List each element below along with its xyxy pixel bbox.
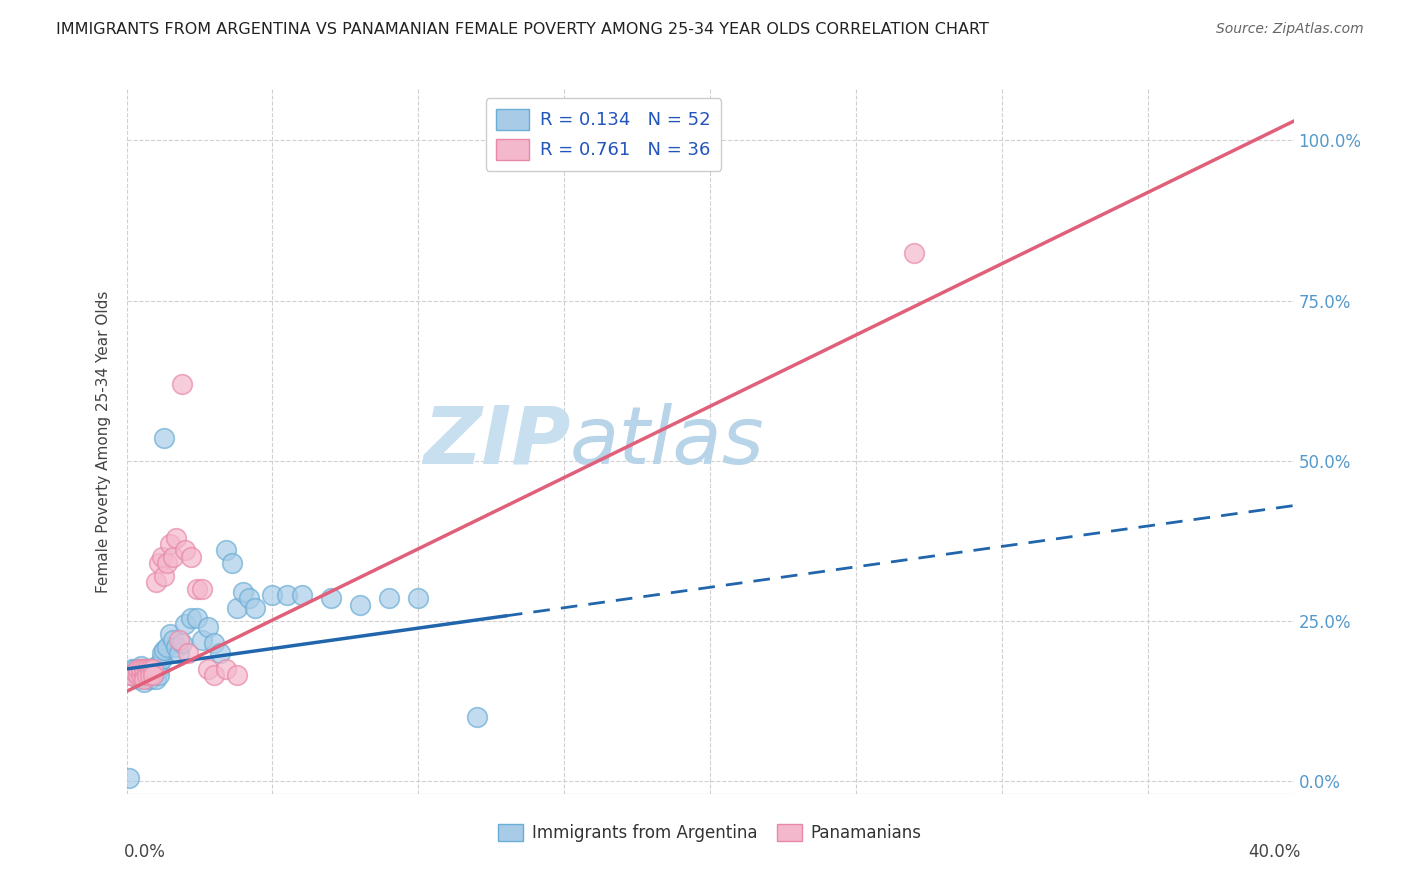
Point xyxy=(148,556,170,570)
Point xyxy=(132,672,155,686)
Point xyxy=(226,668,249,682)
Point xyxy=(129,662,152,676)
Point xyxy=(465,710,488,724)
Point xyxy=(174,617,197,632)
Point xyxy=(170,376,193,391)
Point xyxy=(145,672,167,686)
Point xyxy=(276,588,298,602)
Point xyxy=(177,646,200,660)
Point xyxy=(139,665,162,680)
Point xyxy=(243,601,266,615)
Point xyxy=(153,642,176,657)
Point xyxy=(208,646,231,660)
Point xyxy=(174,543,197,558)
Point xyxy=(136,668,159,682)
Point xyxy=(136,662,159,676)
Point xyxy=(202,668,225,682)
Point xyxy=(159,626,181,640)
Point xyxy=(132,662,155,676)
Point xyxy=(232,585,254,599)
Point xyxy=(121,668,143,682)
Point xyxy=(129,668,152,682)
Point xyxy=(197,620,219,634)
Point xyxy=(142,662,165,676)
Point xyxy=(132,668,155,682)
Point xyxy=(221,556,243,570)
Point xyxy=(156,556,179,570)
Point xyxy=(127,668,149,682)
Point xyxy=(142,668,165,682)
Point xyxy=(165,640,187,654)
Point xyxy=(127,672,149,686)
Point xyxy=(167,633,190,648)
Point xyxy=(142,668,165,682)
Point xyxy=(349,598,371,612)
Point xyxy=(170,636,193,650)
Text: ZIP: ZIP xyxy=(423,402,569,481)
Point xyxy=(162,633,184,648)
Point xyxy=(159,537,181,551)
Point xyxy=(136,662,159,676)
Point xyxy=(197,662,219,676)
Point xyxy=(191,633,214,648)
Point xyxy=(262,588,284,602)
Point xyxy=(124,662,146,676)
Point xyxy=(121,662,143,676)
Legend: Immigrants from Argentina, Panamanians: Immigrants from Argentina, Panamanians xyxy=(492,817,928,849)
Point xyxy=(127,662,149,676)
Point xyxy=(148,668,170,682)
Point xyxy=(378,591,401,606)
Point xyxy=(139,668,162,682)
Point xyxy=(290,588,312,602)
Point xyxy=(180,610,202,624)
Point xyxy=(118,771,141,785)
Y-axis label: Female Poverty Among 25-34 Year Olds: Female Poverty Among 25-34 Year Olds xyxy=(96,291,111,592)
Point xyxy=(202,636,225,650)
Point xyxy=(148,662,170,676)
Point xyxy=(165,531,187,545)
Point xyxy=(903,245,925,260)
Point xyxy=(226,601,249,615)
Point xyxy=(186,582,208,596)
Text: atlas: atlas xyxy=(569,402,765,481)
Point xyxy=(145,658,167,673)
Text: 40.0%: 40.0% xyxy=(1249,843,1301,861)
Point xyxy=(319,591,342,606)
Point xyxy=(145,575,167,590)
Point xyxy=(124,665,146,680)
Point xyxy=(238,591,260,606)
Point xyxy=(127,662,149,676)
Point xyxy=(150,652,173,666)
Point xyxy=(153,569,176,583)
Point xyxy=(150,646,173,660)
Point xyxy=(129,658,152,673)
Point xyxy=(136,668,159,682)
Point xyxy=(180,549,202,564)
Point xyxy=(156,640,179,654)
Point xyxy=(132,674,155,689)
Point xyxy=(150,549,173,564)
Point xyxy=(142,662,165,676)
Point xyxy=(118,668,141,682)
Point xyxy=(215,662,238,676)
Point xyxy=(132,665,155,680)
Point xyxy=(132,662,155,676)
Point xyxy=(129,668,152,682)
Point xyxy=(215,543,238,558)
Point xyxy=(191,582,214,596)
Point xyxy=(408,591,430,606)
Point xyxy=(153,431,176,445)
Point xyxy=(139,662,162,676)
Point xyxy=(167,646,190,660)
Text: Source: ZipAtlas.com: Source: ZipAtlas.com xyxy=(1216,22,1364,37)
Text: 0.0%: 0.0% xyxy=(124,843,166,861)
Text: IMMIGRANTS FROM ARGENTINA VS PANAMANIAN FEMALE POVERTY AMONG 25-34 YEAR OLDS COR: IMMIGRANTS FROM ARGENTINA VS PANAMANIAN … xyxy=(56,22,988,37)
Point xyxy=(139,662,162,676)
Point xyxy=(139,672,162,686)
Point xyxy=(162,549,184,564)
Point xyxy=(186,610,208,624)
